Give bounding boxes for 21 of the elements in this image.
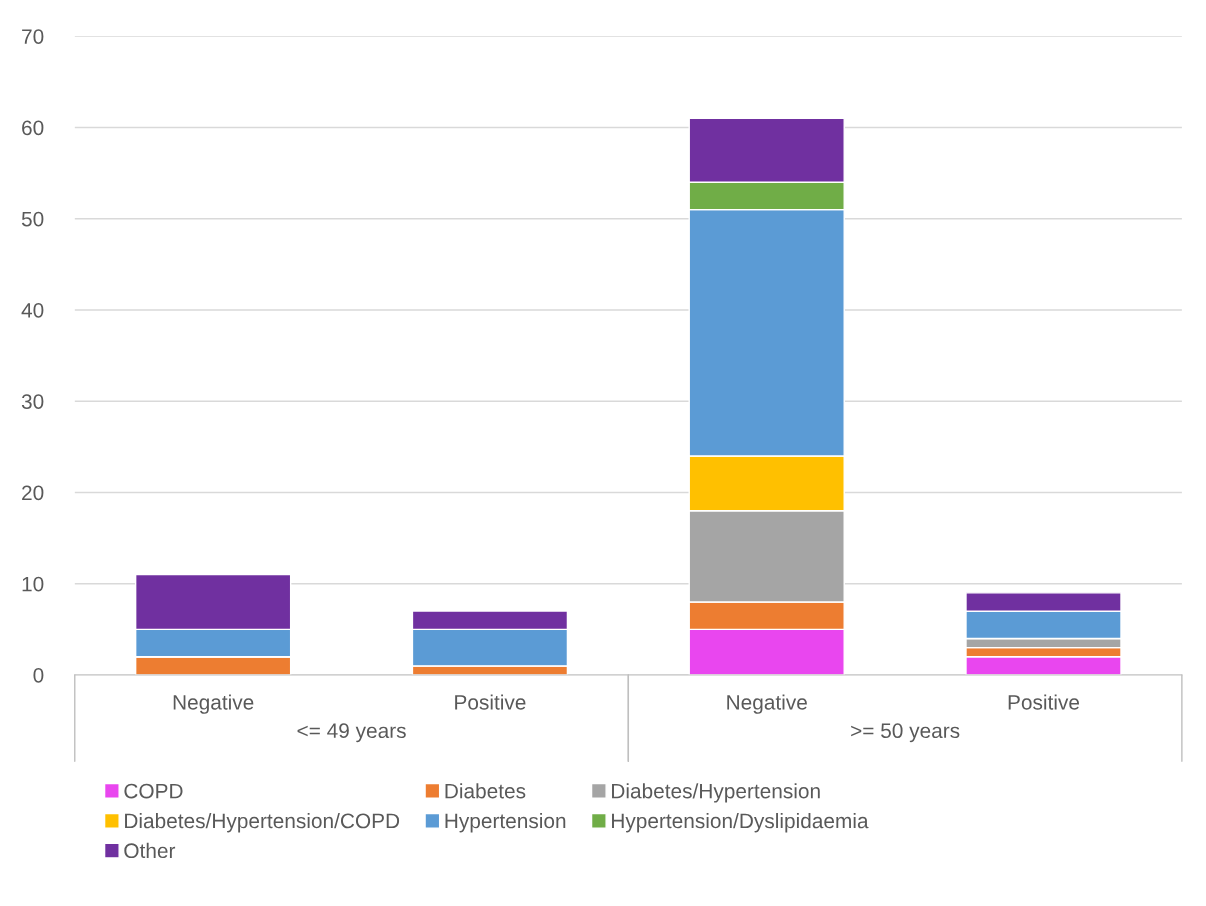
legend-label: Hypertension [445,812,566,833]
x-tick-label: Negative [173,694,254,714]
y-tick-label: 10 [22,576,44,592]
text: <= 49 years [297,723,406,743]
y-tick-label: 40 [21,302,44,318]
legend-label: COPD [124,783,183,799]
y-tick-label: 60 [22,120,44,136]
y-tick-label: 30 [21,394,44,409]
x-tick-label: Positive [1008,694,1080,710]
legend-label: Diabetes/Hypertension [612,783,820,803]
y-tick-label: 20 [22,485,44,501]
y-tick-label: 50 [21,211,44,227]
x-tick-label: Negative [727,694,807,714]
legend-label: Diabetes/Hypertension/COPD [125,812,400,833]
legend-label: Diabetes [445,783,526,799]
text: >= 50 years [851,723,960,743]
x-tick-label: Positive [455,694,526,710]
legend-label: Hypertension/Dyslipidaemia [612,812,869,833]
y-tick-label: 0 [33,667,44,683]
legend-label: Other [124,842,176,859]
y-tick-label: 70 [22,29,44,44]
